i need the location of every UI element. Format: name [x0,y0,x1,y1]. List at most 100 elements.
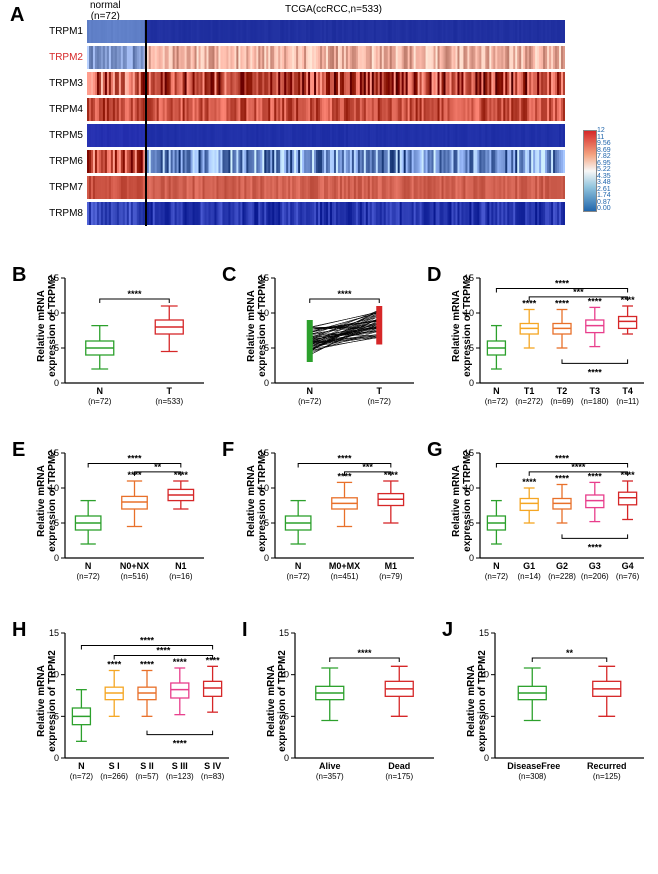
boxplot-ylabel: Relative mRNAexpression of TRPM2 [246,446,268,556]
heatmap-row: TRPM3 [35,72,595,95]
boxplot-category-label: Alive(n=357) [305,761,355,782]
heatmap-row-label: TRPM3 [35,78,83,89]
svg-text:****: **** [588,471,603,481]
panel-C: 051015****N(n=72)T(n=72)Relative mRNAexp… [240,270,420,415]
heatmap-row: TRPM6 [35,150,595,173]
colorbar-labels: 12119.568.697.826.955.224.353.482.611.74… [597,128,611,213]
boxplot-category-label: M1(n=79) [366,561,416,582]
heatmap-row-label: TRPM8 [35,208,83,219]
colorbar-gradient [583,130,597,212]
panel-A: normal (n=72) TCGA(ccRCC,n=533) TRPM1TRP… [35,0,635,235]
svg-text:****: **** [156,646,171,656]
panel-G: 051015****************************N(n=72… [445,445,650,590]
panel-label-E: E [12,439,25,462]
heatmap-strip [87,98,565,121]
figure-root: A normal (n=72) TCGA(ccRCC,n=533) TRPM1T… [0,0,658,874]
boxplot-category-label: N1(n=16) [156,561,206,582]
boxplot-category-label: N(n=72) [285,386,335,407]
svg-text:15: 15 [479,628,489,638]
heatmap-strip [87,124,565,147]
heatmap-strip [87,202,565,225]
heatmap-header-tcga: TCGA(ccRCC,n=533) [285,4,382,15]
svg-text:****: **** [588,367,603,377]
panel-label-J: J [442,619,453,642]
svg-text:****: **** [555,474,570,484]
heatmap-strip [87,20,565,43]
panel-B: 051015****N(n=72)T(n=533)Relative mRNAex… [30,270,210,415]
panel-D: 051015***************************N(n=72)… [445,270,650,415]
heatmap-divider [145,20,147,226]
panel-label-A: A [10,4,24,27]
boxplot-category-label: Recurred(n=125) [582,761,632,782]
svg-text:**: ** [566,648,574,658]
svg-text:****: **** [571,462,586,472]
boxplot-ylabel: Relative mRNAexpression of TRPM2 [36,271,58,381]
svg-text:****: **** [555,299,570,309]
boxplot-ylabel: Relative mRNAexpression of TRPM2 [246,271,268,381]
panel-label-D: D [427,264,441,287]
heatmap-row-label: TRPM4 [35,104,83,115]
boxplot-category-label: S IV(n=83) [188,761,238,782]
panel-label-F: F [222,439,234,462]
heatmap-row: TRPM5 [35,124,595,147]
boxplot-category-label: N(n=72) [75,386,125,407]
panel-F: 051015***************N(n=72)M0+MX(n=451)… [240,445,420,590]
svg-text:****: **** [337,289,352,299]
svg-text:****: **** [140,660,155,670]
boxplot-category-label: N(n=72) [63,561,113,582]
boxplot-ylabel: Relative mRNAexpression of TRPM2 [466,646,488,756]
panel-I: 051015****Alive(n=357)Dead(n=175)Relativ… [260,625,440,790]
svg-text:****: **** [337,454,352,464]
boxplot-category-label: N(n=72) [273,561,323,582]
heatmap-row-label: TRPM2 [35,52,83,63]
panel-label-I: I [242,619,248,642]
svg-text:****: **** [107,660,122,670]
heatmap-row: TRPM4 [35,98,595,121]
boxplot-ylabel: Relative mRNAexpression of TRPM2 [36,646,58,756]
boxplot-category-label: G4(n=76) [603,561,653,582]
heatmap-header-normal: normal (n=72) [90,0,121,22]
heatmap-row-label: TRPM5 [35,130,83,141]
svg-text:****: **** [588,542,603,552]
heatmap-row: TRPM7 [35,176,595,199]
panel-J: 051015**DiseaseFree(n=308)Recurred(n=125… [460,625,650,790]
boxplot-category-label: N0+NX(n=516) [110,561,160,582]
svg-text:****: **** [127,289,142,299]
svg-text:****: **** [522,477,537,487]
heatmap-row-label: TRPM7 [35,182,83,193]
svg-text:***: *** [362,462,373,472]
heatmap-row-label: TRPM1 [35,26,83,37]
heatmap-strip [87,150,565,173]
boxplot-ylabel: Relative mRNAexpression of TRPM2 [266,646,288,756]
svg-text:15: 15 [279,628,289,638]
svg-text:****: **** [173,739,188,749]
heatmap-row: TRPM2 [35,46,595,69]
boxplot-category-label: Dead(n=175) [374,761,424,782]
panel-E: 051015**************N(n=72)N0+NX(n=516)N… [30,445,210,590]
boxplot-ylabel: Relative mRNAexpression of TRPM2 [451,446,473,556]
heatmap-row: TRPM1 [35,20,595,43]
boxplot-ylabel: Relative mRNAexpression of TRPM2 [451,271,473,381]
boxplot-category-label: T(n=533) [144,386,194,407]
colorbar-tick: 0.00 [597,206,611,213]
panel-label-G: G [427,439,443,462]
heatmap-colorbar: 12119.568.697.826.955.224.353.482.611.74… [583,130,633,210]
panel-label-B: B [12,264,26,287]
boxplot-category-label: T(n=72) [354,386,404,407]
heatmap-strip [87,176,565,199]
panel-H: 051015****************************N(n=72… [30,625,235,790]
heatmap-strip [87,72,565,95]
svg-text:15: 15 [49,628,59,638]
panel-label-H: H [12,619,26,642]
svg-text:****: **** [140,636,155,646]
boxplot-category-label: T4(n=11) [603,386,653,407]
svg-text:****: **** [127,454,142,464]
heatmap-rows: TRPM1 TRPM2 TRPM3 TRPM4 TRPM5 TRPM6 TRPM7 TRPM8 [35,20,595,228]
heatmap-row-label: TRPM6 [35,156,83,167]
boxplot-ylabel: Relative mRNAexpression of TRPM2 [36,446,58,556]
heatmap-headers: normal (n=72) TCGA(ccRCC,n=533) [85,0,585,18]
svg-text:**: ** [154,462,162,472]
svg-text:****: **** [555,279,570,289]
panel-label-C: C [222,264,236,287]
svg-text:***: *** [573,287,584,297]
